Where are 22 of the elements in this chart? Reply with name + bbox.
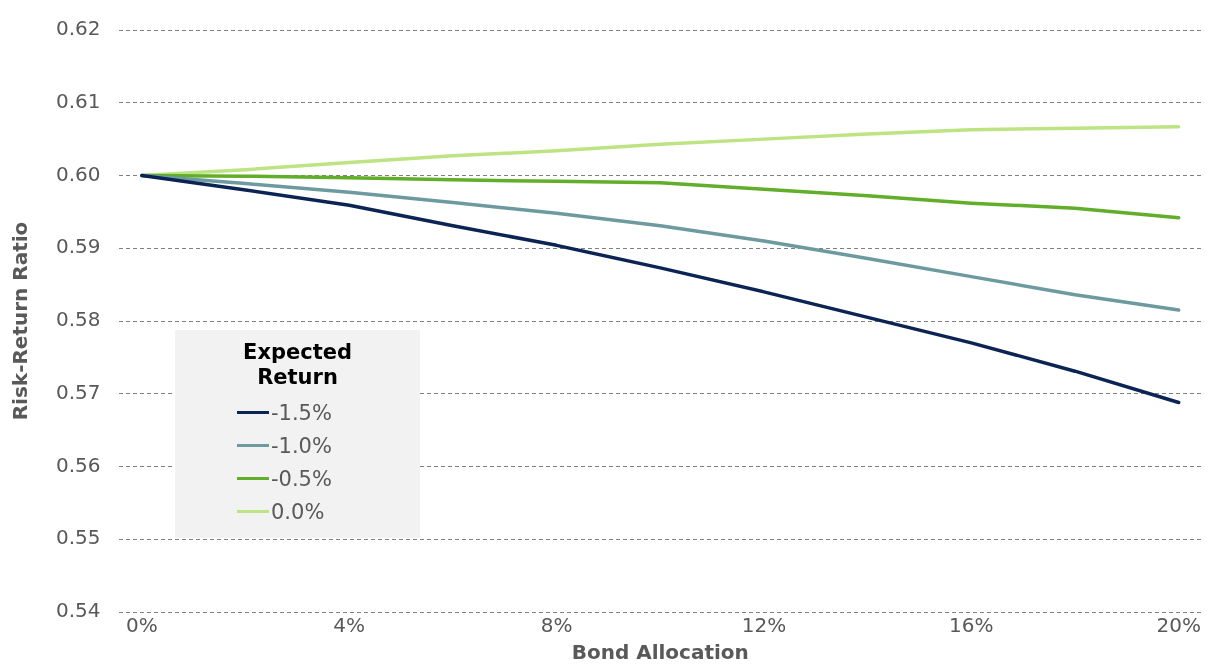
y-tick-label: 0.56 <box>56 452 101 477</box>
legend-label: -1.0% <box>271 433 332 458</box>
x-tick-label: 8% <box>540 613 573 638</box>
x-tick-label: 12% <box>741 613 787 638</box>
y-tick-label: 0.60 <box>56 161 101 186</box>
legend-label: -1.5% <box>271 400 332 425</box>
y-tick-label: 0.55 <box>56 525 101 550</box>
legend-title: Expected Return <box>242 339 353 392</box>
y-tick-label: 0.57 <box>56 379 101 404</box>
y-tick-label: 0.59 <box>56 234 101 259</box>
x-tick-label: 16% <box>949 613 994 638</box>
x-tick-label: 20% <box>1156 613 1201 638</box>
y-tick-label: 0.62 <box>56 16 101 41</box>
legend-label: -0.5% <box>271 466 332 491</box>
legend-label: 0.0% <box>271 499 325 524</box>
x-tick-label: 0% <box>125 613 158 638</box>
y-tick-label: 0.61 <box>56 88 101 113</box>
y-tick-label: 0.54 <box>56 598 101 623</box>
x-tick-label: 4% <box>333 613 366 638</box>
y-tick-label: 0.58 <box>56 307 101 332</box>
x-axis-title: Bond Allocation <box>571 640 749 665</box>
y-axis-title: Risk-Return Ratio <box>8 221 33 421</box>
